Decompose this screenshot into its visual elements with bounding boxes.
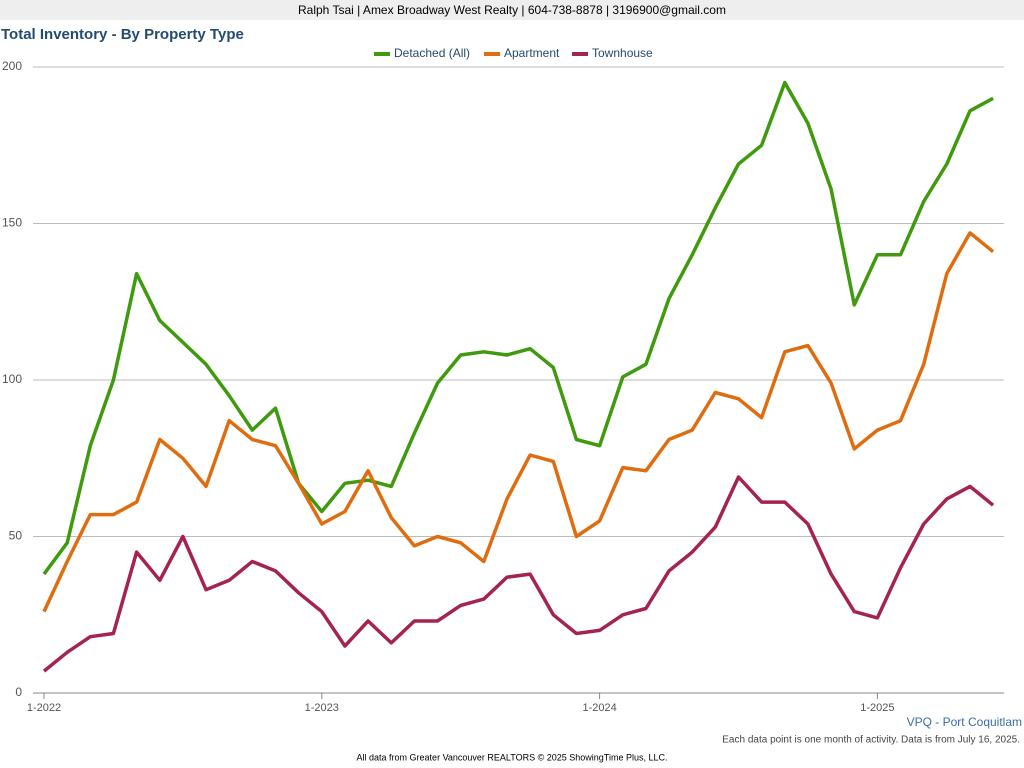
note: Each data point is one month of activity… (722, 735, 1020, 746)
line-series (42, 475, 995, 673)
header: Ralph Tsai | Amex Broadway West Realty |… (298, 3, 726, 17)
y-tick-label: 100 (2, 372, 22, 386)
footer: All data from Greater Vancouver REALTORS… (357, 752, 668, 762)
line-series (42, 231, 995, 613)
x-tick-label: 1-2023 (305, 702, 339, 714)
legend-label: Apartment (504, 46, 560, 60)
y-tick-label: 150 (2, 216, 22, 230)
legend-label: Townhouse (592, 46, 653, 60)
x-tick-label: 1-2022 (27, 702, 61, 714)
y-tick-label: 50 (9, 529, 23, 543)
x-tick-label: 1-2025 (860, 702, 894, 714)
legend-label: Detached (All) (394, 46, 470, 60)
header-bar (0, 0, 1024, 20)
x-tick-label: 1-2024 (582, 702, 616, 714)
line-series (42, 80, 994, 576)
region: VPQ - Port Coquitlam (907, 715, 1022, 729)
y-tick-label: 0 (15, 685, 22, 699)
y-tick-label: 200 (2, 59, 22, 73)
chart-title: Total Inventory - By Property Type (1, 26, 244, 43)
